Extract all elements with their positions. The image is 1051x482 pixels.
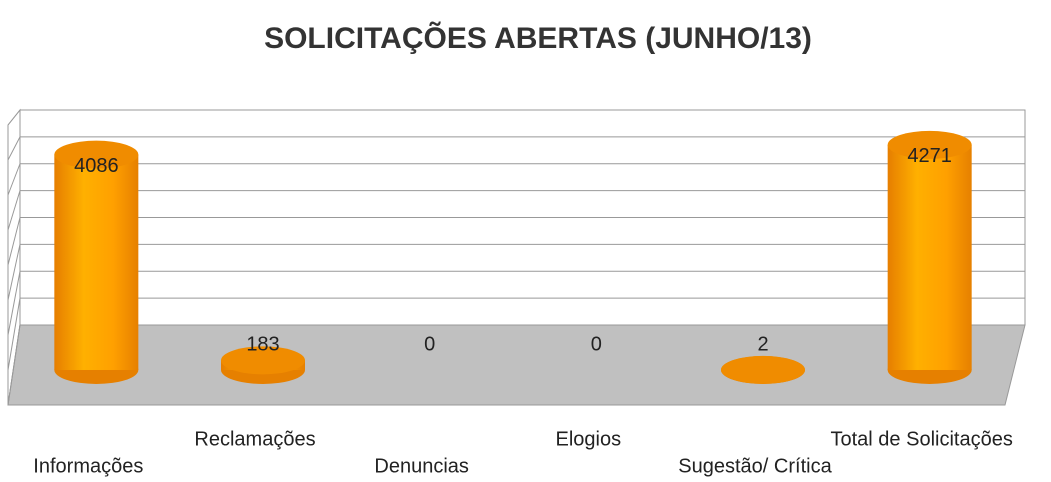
x-tick-label: Reclamações <box>194 428 315 450</box>
grid-line <box>7 217 21 266</box>
data-label: 4271 <box>907 145 952 167</box>
data-label: 2 <box>757 333 768 355</box>
data-label: 183 <box>246 333 279 355</box>
x-tick-label: Elogios <box>556 428 622 450</box>
bar <box>887 144 972 370</box>
bar-top <box>54 140 139 169</box>
data-label: 0 <box>424 333 435 355</box>
data-label: 0 <box>591 333 602 355</box>
x-tick-label: Informações <box>33 455 143 477</box>
chart-title: SOLICITAÇÕES ABERTAS (JUNHO/13) <box>264 21 812 55</box>
x-tick-label: Denuncias <box>374 455 469 477</box>
bar-top <box>721 355 805 384</box>
grid-line <box>7 298 21 371</box>
grid-line <box>7 190 21 231</box>
floor <box>7 324 1026 406</box>
x-tick-label: Sugestão/ Crítica <box>678 455 832 477</box>
grid-line <box>7 163 21 196</box>
bar-top <box>221 346 305 375</box>
bar-top <box>887 130 972 159</box>
grid-line <box>7 136 21 161</box>
x-tick-label: Total de Solicitações <box>831 428 1013 450</box>
grid-line <box>7 324 21 406</box>
grid-line <box>7 109 21 126</box>
bar <box>54 154 139 370</box>
grid-line <box>7 271 21 336</box>
grid-line <box>7 244 21 301</box>
data-label: 4086 <box>74 155 119 177</box>
